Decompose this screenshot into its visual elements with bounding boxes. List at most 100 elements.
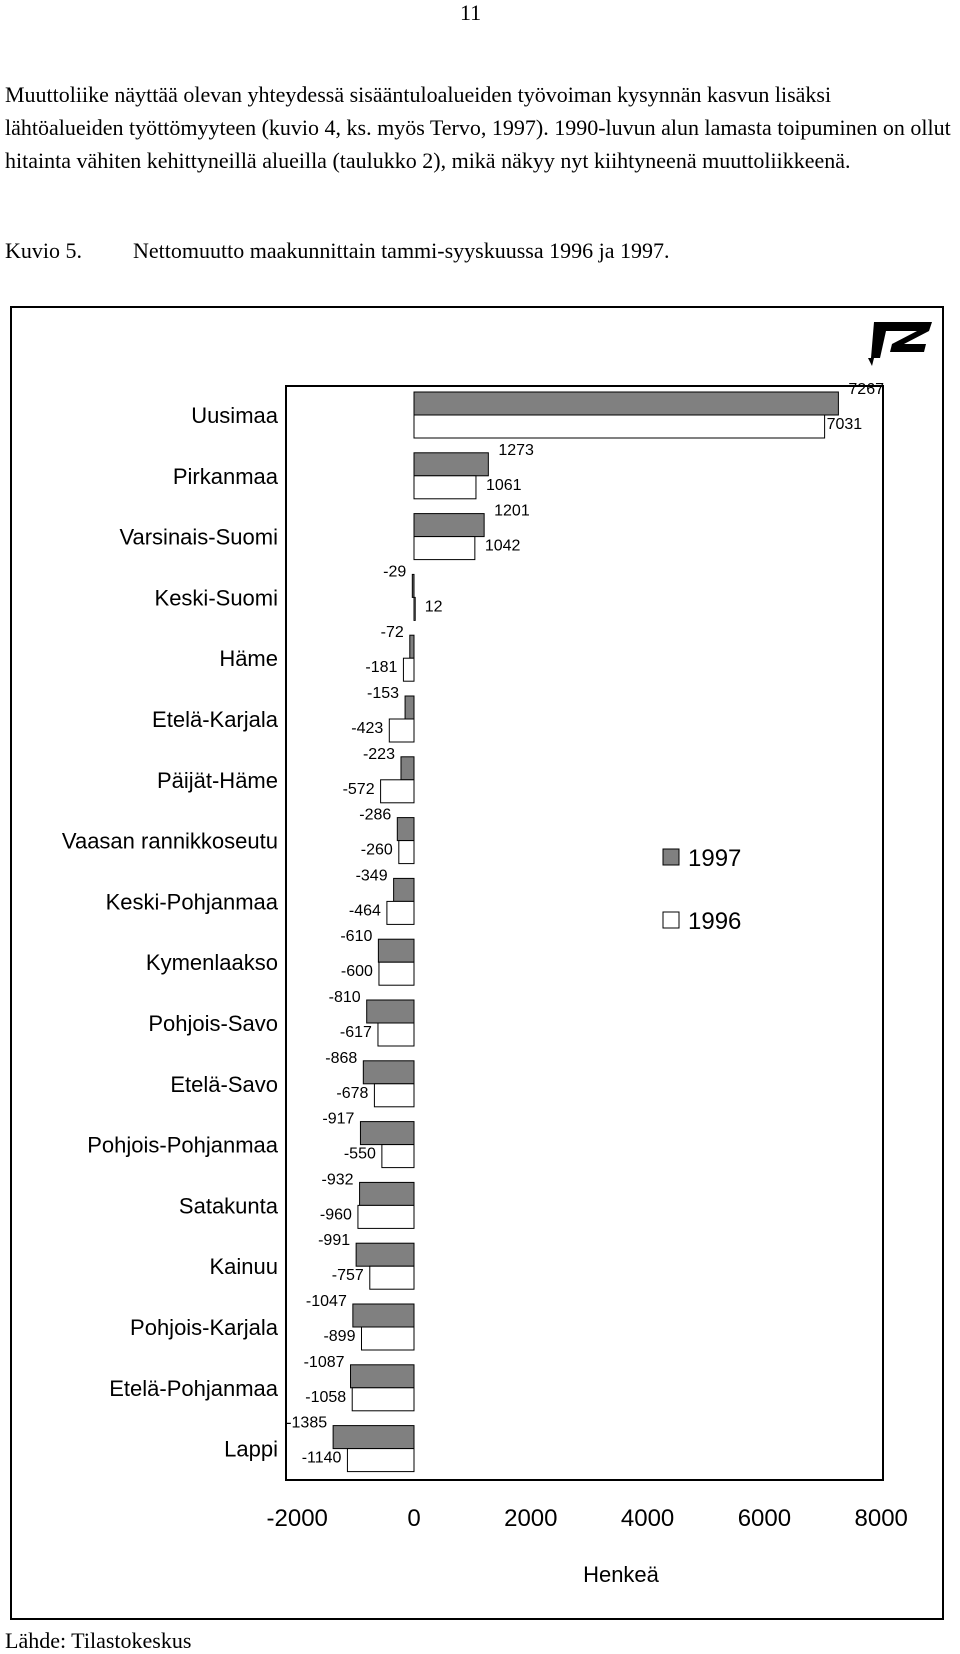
- bar-1996: [380, 779, 415, 804]
- category-label: Satakunta: [179, 1193, 279, 1218]
- bar-1997: [352, 1303, 415, 1328]
- bar-1997: [411, 573, 415, 598]
- legend-label-1996: 1996: [688, 908, 741, 935]
- legend-swatch-1997: [662, 848, 680, 866]
- data-label-1996: -678: [336, 1085, 368, 1102]
- bar-1997: [362, 1060, 415, 1085]
- data-label-1996: -260: [361, 842, 393, 859]
- bar-1997: [413, 391, 839, 416]
- data-label-1997: -917: [322, 1111, 354, 1128]
- data-label-1997: -286: [359, 807, 391, 824]
- x-tick-label: 0: [407, 1505, 420, 1532]
- category-label: Pohjois-Karjala: [130, 1315, 279, 1340]
- bar-1997: [366, 999, 415, 1024]
- pt-logo-icon: [868, 322, 932, 366]
- data-label-1997: -868: [325, 1050, 357, 1067]
- category-label: Keski-Suomi: [155, 585, 278, 610]
- legend-swatch-1996: [662, 911, 680, 929]
- bar-1997: [332, 1425, 415, 1450]
- category-label: Kymenlaakso: [146, 950, 278, 975]
- data-label-1996: 1042: [485, 538, 521, 555]
- data-label-1997: -1087: [304, 1354, 345, 1371]
- bar-1996: [381, 1144, 415, 1169]
- data-label-1996: 12: [425, 598, 443, 615]
- bar-1997: [413, 513, 485, 538]
- category-label: Häme: [219, 646, 278, 671]
- data-label-1997: -1385: [286, 1415, 327, 1432]
- data-label-1996: -600: [341, 963, 373, 980]
- category-label: Pohjois-Savo: [148, 1011, 278, 1036]
- category-label: Etelä-Savo: [170, 1072, 278, 1097]
- data-label-1997: 1273: [498, 442, 534, 459]
- data-label-1997: -72: [381, 624, 404, 641]
- x-tick-label: 6000: [738, 1505, 791, 1532]
- category-label: Uusimaa: [191, 403, 279, 428]
- bar-1997: [396, 817, 415, 842]
- x-tick-label: 2000: [504, 1505, 557, 1532]
- bar-1997: [350, 1364, 415, 1389]
- bar-1996: [357, 1204, 415, 1229]
- bar-1996: [402, 657, 415, 682]
- bar-1996: [377, 1022, 415, 1047]
- bar-1997: [409, 634, 415, 659]
- category-label: Päijät-Häme: [157, 768, 278, 793]
- bar-1997: [393, 877, 415, 902]
- data-label-1996: -550: [344, 1146, 376, 1163]
- bar-1996: [413, 536, 476, 561]
- data-label-1996: -757: [332, 1267, 364, 1284]
- bar-1997: [404, 695, 415, 720]
- data-label-1996: -960: [320, 1206, 352, 1223]
- data-label-1997: -153: [367, 685, 399, 702]
- data-label-1997: 7267: [848, 381, 884, 398]
- category-label: Pirkanmaa: [173, 464, 279, 489]
- bar-1996: [378, 961, 415, 986]
- legend-label-1997: 1997: [688, 845, 741, 872]
- x-tick-label: -2000: [267, 1505, 328, 1532]
- data-label-1997: -810: [329, 989, 361, 1006]
- data-label-1996: -617: [340, 1024, 372, 1041]
- x-tick-label: 4000: [621, 1505, 674, 1532]
- data-label-1996: 1061: [486, 477, 522, 494]
- category-label: Keski-Pohjanmaa: [106, 889, 279, 914]
- data-label-1997: 1201: [494, 503, 530, 520]
- figure-caption: Kuvio 5. Nettomuutto maakunnittain tammi-…: [5, 238, 670, 264]
- bar-1996: [386, 900, 415, 925]
- bar-1997: [400, 756, 415, 781]
- data-label-1997: -610: [340, 928, 372, 945]
- bar-1997: [377, 938, 415, 963]
- data-label-1997: -932: [322, 1171, 354, 1188]
- bar-1997: [359, 1121, 415, 1146]
- figure-frame: [10, 306, 944, 1620]
- data-label-1997: -1047: [306, 1293, 347, 1310]
- data-label-1996: 7031: [827, 416, 863, 433]
- category-label: Etelä-Karjala: [152, 707, 279, 732]
- bar-1997: [359, 1181, 415, 1206]
- legend: 1997 1996: [662, 845, 741, 935]
- bar-1996: [351, 1387, 415, 1412]
- bar-1997: [355, 1242, 415, 1267]
- data-label-1996: -899: [323, 1328, 355, 1345]
- x-tick-label: 8000: [855, 1505, 908, 1532]
- bar-1996: [360, 1326, 415, 1351]
- bar-1996: [369, 1265, 415, 1290]
- category-label: Kainuu: [209, 1254, 278, 1279]
- x-axis-label: Henkeä: [583, 1562, 660, 1587]
- data-label-1996: -572: [343, 781, 375, 798]
- bar-1996: [413, 414, 826, 439]
- category-label: Varsinais-Suomi: [119, 525, 278, 550]
- body-paragraph: Muuttoliike näyttää olevan yhteydessä si…: [5, 82, 951, 173]
- data-label-1996: -1058: [305, 1389, 346, 1406]
- category-label: Lappi: [224, 1437, 278, 1462]
- data-label-1996: -423: [351, 720, 383, 737]
- figure-number: Kuvio 5.: [5, 238, 82, 263]
- category-label: Vaasan rannikkoseutu: [62, 829, 278, 854]
- category-label: Pohjois-Pohjanmaa: [87, 1133, 279, 1158]
- data-label-1996: -464: [349, 902, 381, 919]
- bar-1996: [413, 596, 416, 621]
- data-label-1997: -223: [363, 746, 395, 763]
- bar-1997: [413, 452, 489, 477]
- source-note: Lähde: Tilastokeskus: [5, 1628, 192, 1653]
- bar-1996: [388, 718, 415, 743]
- plot-area: [285, 385, 884, 1481]
